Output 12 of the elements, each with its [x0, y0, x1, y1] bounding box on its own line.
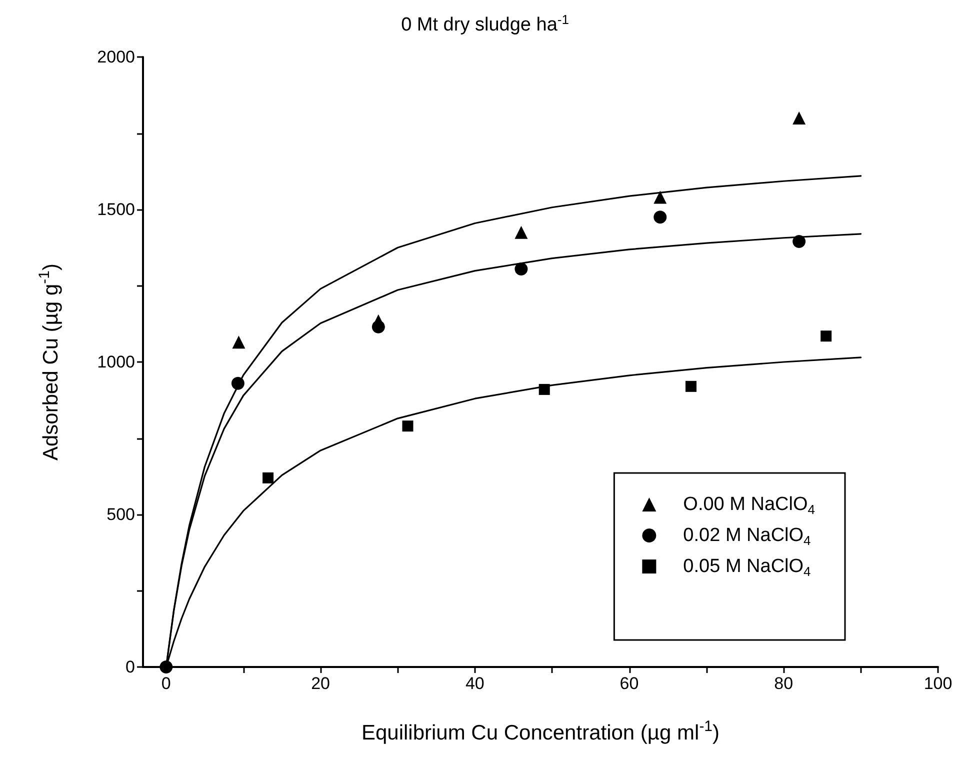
x-tick-label: 80: [774, 674, 794, 693]
x-tick-label: 40: [465, 674, 484, 693]
y-tick-label: 500: [106, 505, 135, 524]
y-tick-label: 1000: [97, 352, 135, 372]
y-tick-label: 0: [126, 658, 135, 676]
y-axis-title: Adsorbed Cu (µg g-1): [36, 263, 62, 461]
y-tick-label: 2000: [97, 48, 135, 66]
x-tick-label: 20: [311, 674, 330, 693]
x-tick-label: 100: [924, 674, 952, 693]
y-tick-label: 1500: [97, 200, 135, 219]
x-tick-label: 60: [620, 674, 639, 693]
x-tick-label: 0: [161, 674, 171, 693]
